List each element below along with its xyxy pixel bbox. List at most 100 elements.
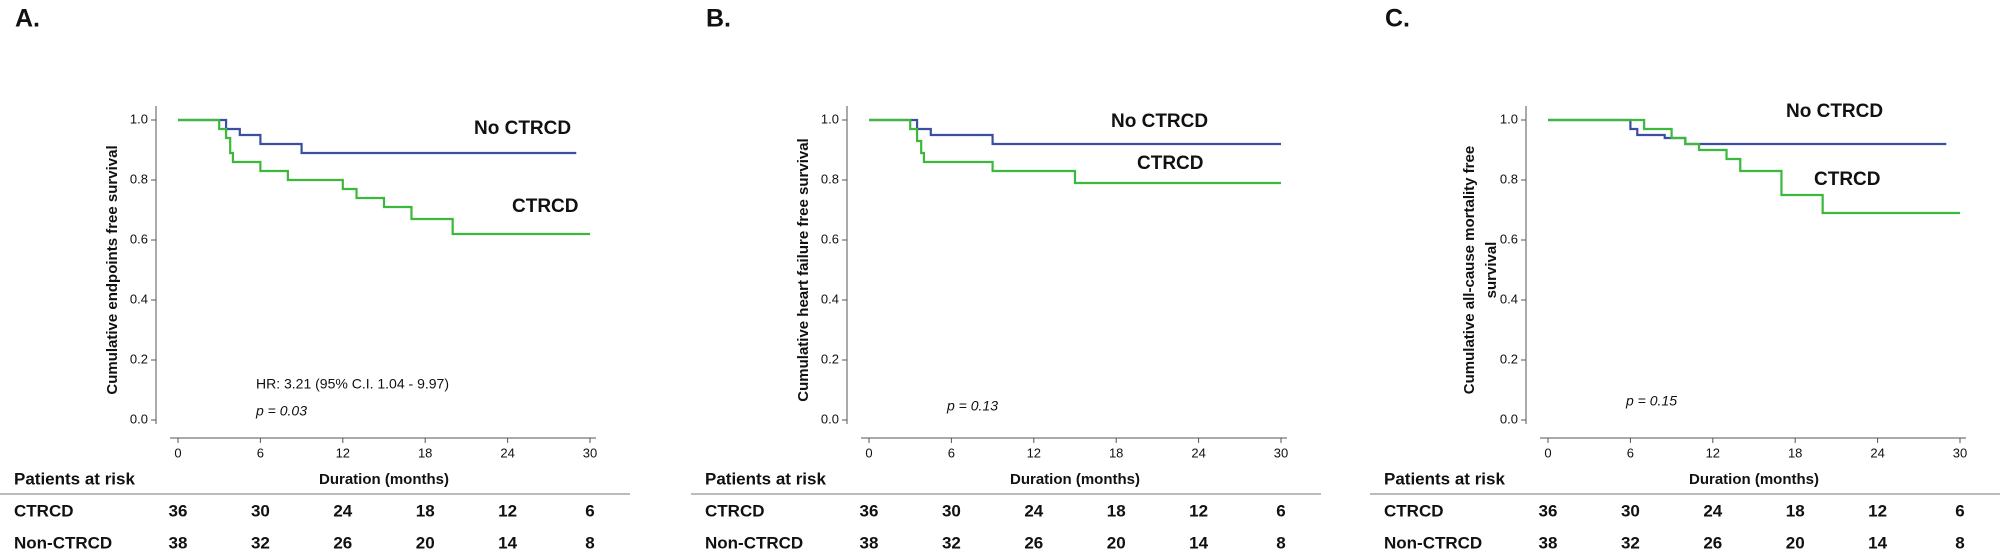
risk-count: 18 — [1107, 501, 1126, 520]
x-tick-label: 24 — [1870, 445, 1884, 460]
risk-count: 18 — [1786, 501, 1805, 520]
risk-count: 24 — [333, 501, 352, 520]
series-label: No CTRCD — [1111, 111, 1208, 132]
panel: A. 0.0 0.2 0.4 0.6 0.8 1.0 0 6 12 18 24 30 Duration (… — [0, 5, 630, 552]
panel: B. 0.0 0.2 0.4 0.6 0.8 1.0 0 6 12 18 24 30 Duration (… — [691, 5, 1321, 552]
series-label: No CTRCD — [1786, 101, 1883, 122]
panel-label: B. — [706, 5, 731, 33]
survival-curve — [1548, 118, 1947, 146]
risk-count: 12 — [1189, 501, 1208, 520]
y-tick-label: 1.0 — [130, 111, 148, 126]
x-tick-label: 30 — [1274, 445, 1288, 460]
risk-count: 26 — [333, 533, 352, 552]
y-tick-label: 0.4 — [130, 291, 148, 306]
x-tick-label: 6 — [1627, 445, 1634, 460]
y-tick-label: 0.0 — [130, 411, 148, 426]
y-tick-label: 0.8 — [821, 171, 839, 186]
x-tick-label: 12 — [336, 445, 350, 460]
risk-count: 30 — [942, 501, 961, 520]
annotation: HR: 3.21 (95% C.I. 1.04 - 9.97) — [256, 376, 449, 392]
risk-count: 20 — [416, 533, 435, 552]
x-tick-label: 0 — [174, 445, 181, 460]
x-tick-label: 18 — [418, 445, 432, 460]
y-tick-label: 0.8 — [130, 171, 148, 186]
y-axis-label: Cumulative heart failure free survival — [795, 138, 812, 401]
y-axis-label: Cumulative endpoints free survival — [104, 145, 121, 394]
y-tick-label: 0.2 — [130, 351, 148, 366]
x-tick-label: 12 — [1027, 445, 1041, 460]
annotation: p = 0.15 — [1625, 393, 1677, 409]
risk-row-label: Non-CTRCD — [1384, 533, 1482, 552]
risk-count: 20 — [1107, 533, 1126, 552]
x-tick-label: 30 — [583, 445, 597, 460]
y-tick-label: 0.0 — [1500, 411, 1518, 426]
risk-table-title: Patients at risk — [1384, 469, 1505, 488]
x-axis-label: Duration (months) — [1010, 471, 1140, 488]
risk-count: 32 — [942, 533, 961, 552]
survival-curve — [178, 118, 590, 236]
risk-count: 8 — [1276, 533, 1285, 552]
risk-row-label: CTRCD — [1384, 501, 1444, 520]
annotation: p = 0.03 — [255, 403, 307, 419]
risk-count: 14 — [1189, 533, 1208, 552]
y-tick-label: 0.6 — [821, 231, 839, 246]
risk-count: 18 — [416, 501, 435, 520]
series-label: No CTRCD — [474, 118, 571, 139]
x-tick-label: 0 — [1544, 445, 1551, 460]
y-axis-label: survival — [1483, 242, 1500, 299]
survival-curve — [1548, 118, 1960, 215]
series-label: CTRCD — [512, 196, 579, 217]
risk-count: 30 — [1621, 501, 1640, 520]
y-tick-label: 0.4 — [821, 291, 839, 306]
x-tick-label: 30 — [1953, 445, 1967, 460]
y-tick-label: 0.2 — [821, 351, 839, 366]
x-tick-label: 6 — [257, 445, 264, 460]
risk-count: 12 — [498, 501, 517, 520]
risk-count: 8 — [585, 533, 594, 552]
risk-count: 36 — [169, 501, 188, 520]
risk-count: 6 — [585, 501, 594, 520]
risk-count: 24 — [1024, 501, 1043, 520]
risk-count: 20 — [1786, 533, 1805, 552]
risk-table-title: Patients at risk — [705, 469, 826, 488]
x-tick-label: 24 — [500, 445, 514, 460]
y-tick-label: 1.0 — [1500, 111, 1518, 126]
survival-curve — [178, 118, 577, 155]
x-tick-label: 12 — [1706, 445, 1720, 460]
risk-table-title: Patients at risk — [14, 469, 135, 488]
panel-label: A. — [15, 5, 40, 33]
x-axis-label: Duration (months) — [1689, 471, 1819, 488]
x-axis-label: Duration (months) — [319, 471, 449, 488]
risk-count: 38 — [860, 533, 879, 552]
risk-count: 30 — [251, 501, 270, 520]
risk-count: 12 — [1868, 501, 1887, 520]
series-label: CTRCD — [1814, 169, 1881, 190]
risk-count: 14 — [498, 533, 517, 552]
y-tick-label: 1.0 — [821, 111, 839, 126]
y-tick-label: 0.2 — [1500, 351, 1518, 366]
risk-count: 24 — [1703, 501, 1722, 520]
panel-label: C. — [1385, 5, 1410, 33]
risk-count: 36 — [1539, 501, 1558, 520]
y-tick-label: 0.6 — [1500, 231, 1518, 246]
y-tick-label: 0.8 — [1500, 171, 1518, 186]
risk-count: 38 — [1539, 533, 1558, 552]
annotation: p = 0.13 — [946, 398, 998, 414]
y-axis-label: Cumulative all-cause mortality free — [1461, 146, 1478, 394]
risk-row-label: Non-CTRCD — [705, 533, 803, 552]
risk-count: 36 — [860, 501, 879, 520]
risk-row-label: Non-CTRCD — [14, 533, 112, 552]
risk-count: 26 — [1703, 533, 1722, 552]
risk-count: 32 — [251, 533, 270, 552]
risk-count: 6 — [1955, 501, 1964, 520]
survival-curve — [869, 118, 1281, 146]
y-tick-label: 0.6 — [130, 231, 148, 246]
y-tick-label: 0.0 — [821, 411, 839, 426]
risk-count: 32 — [1621, 533, 1640, 552]
risk-count: 26 — [1024, 533, 1043, 552]
y-tick-label: 0.4 — [1500, 291, 1518, 306]
series-label: CTRCD — [1137, 153, 1204, 174]
risk-count: 6 — [1276, 501, 1285, 520]
x-tick-label: 6 — [948, 445, 955, 460]
